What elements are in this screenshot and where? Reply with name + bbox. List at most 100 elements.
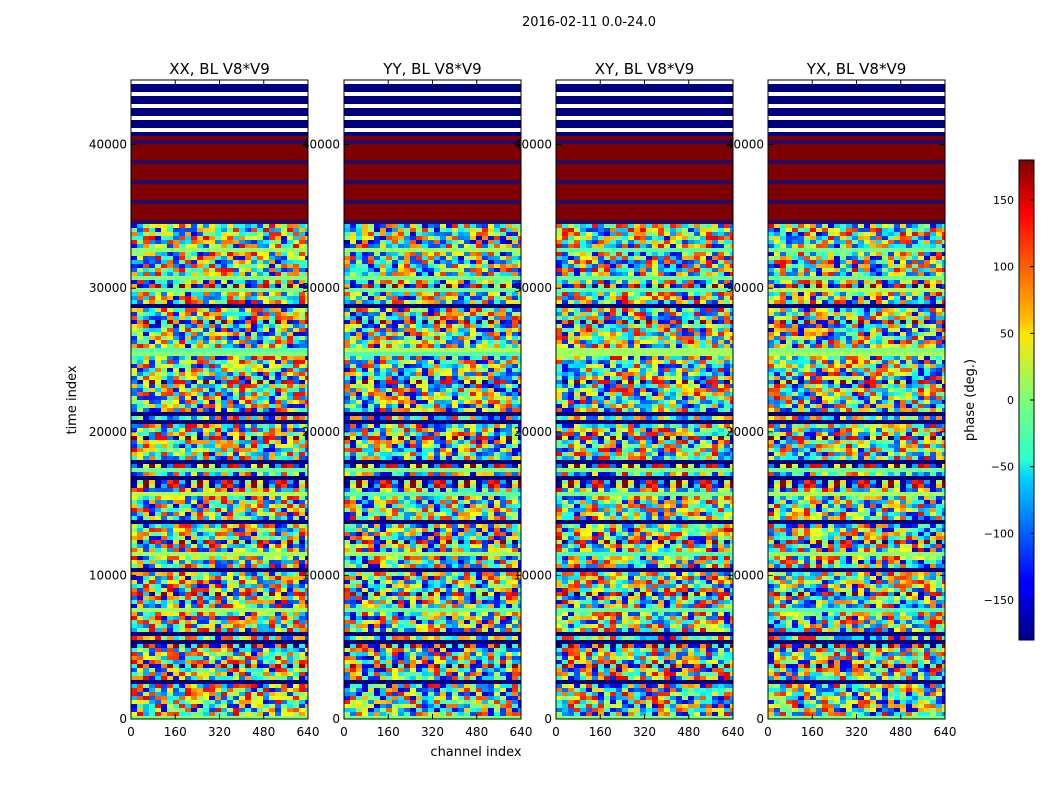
heatmap-cell: [221, 232, 227, 236]
heatmap-cell: [299, 472, 305, 476]
heatmap-cell: [464, 472, 470, 476]
heatmap-cell: [209, 452, 215, 456]
heatmap-cell: [173, 244, 179, 248]
heatmap-cell: [167, 296, 173, 300]
heatmap-cell: [167, 320, 173, 324]
heatmap-cell: [149, 672, 155, 676]
heatmap-cell: [269, 664, 275, 668]
heatmap-cell: [500, 408, 506, 412]
heatmap-cell: [281, 604, 287, 608]
heatmap-cell: [257, 456, 263, 460]
heatmap-cell: [293, 588, 299, 592]
heatmap-cell: [500, 384, 506, 388]
heatmap-cell: [215, 444, 221, 448]
heatmap-cell: [131, 628, 137, 632]
heatmap-cell: [131, 284, 137, 288]
heatmap-cell: [251, 544, 257, 548]
heatmap-cell: [281, 436, 287, 440]
heatmap-cell: [287, 448, 293, 452]
heatmap-row-flat: [344, 248, 521, 252]
heatmap-cell: [305, 496, 308, 500]
heatmap-cell: [392, 400, 398, 404]
heatmap-cell: [356, 232, 362, 236]
heatmap-cell: [233, 260, 239, 264]
heatmap-cell: [410, 432, 416, 436]
heatmap-cell: [518, 404, 521, 408]
heatmap-cell: [404, 324, 410, 328]
heatmap-cell: [215, 484, 221, 488]
heatmap-cell: [518, 396, 521, 400]
heatmap-cell: [251, 604, 257, 608]
heatmap-cell: [161, 356, 167, 360]
heatmap-cell: [263, 524, 269, 528]
heatmap-cell: [434, 340, 440, 344]
heatmap-cell: [404, 360, 410, 364]
heatmap-cell: [305, 364, 308, 368]
heatmap-cell: [167, 380, 173, 384]
heatmap-cell: [167, 504, 173, 508]
heatmap-cell: [161, 692, 167, 696]
heatmap-cell: [362, 280, 368, 284]
heatmap-cell: [239, 712, 245, 716]
heatmap-cell: [269, 364, 275, 368]
heatmap-cell: [404, 376, 410, 380]
heatmap-cell: [173, 252, 179, 256]
heatmap-cell: [149, 280, 155, 284]
heatmap-cell: [293, 408, 299, 412]
heatmap-cell: [368, 356, 374, 360]
heatmap-cell: [458, 448, 464, 452]
heatmap-cell: [275, 392, 281, 396]
heatmap-cell: [392, 416, 398, 420]
heatmap-cell: [203, 312, 209, 316]
heatmap-cell: [482, 464, 488, 468]
heatmap-cell: [506, 484, 512, 488]
heatmap-cell: [233, 572, 239, 576]
heatmap-cell: [143, 252, 149, 256]
heatmap-cell: [299, 480, 305, 484]
heatmap-cell: [143, 688, 149, 692]
heatmap-cell: [263, 548, 269, 552]
heatmap-cell: [458, 440, 464, 444]
heatmap-cell: [386, 428, 392, 432]
heatmap-cell: [404, 496, 410, 500]
heatmap-cell: [197, 532, 203, 536]
heatmap-cell: [269, 560, 275, 564]
heatmap-cell: [161, 340, 167, 344]
heatmap-cell: [173, 592, 179, 596]
heatmap-cell: [185, 516, 191, 520]
heatmap-cell: [506, 244, 512, 248]
heatmap-cell: [191, 456, 197, 460]
heatmap-cell: [482, 424, 488, 428]
heatmap-cell: [440, 272, 446, 276]
heatmap-cell: [299, 616, 305, 620]
heatmap-cell: [131, 700, 137, 704]
heatmap-cell: [233, 272, 239, 276]
heatmap-cell: [263, 544, 269, 548]
heatmap-cell: [299, 316, 305, 320]
heatmap-cell: [356, 456, 362, 460]
heatmap-cell: [422, 224, 428, 228]
heatmap-row-flat: [131, 552, 308, 556]
heatmap-cell: [143, 280, 149, 284]
heatmap-cell: [233, 652, 239, 656]
heatmap-cell: [209, 408, 215, 412]
heatmap-cell: [404, 424, 410, 428]
heatmap-cell: [374, 496, 380, 500]
heatmap-cell: [137, 388, 143, 392]
heatmap-cell: [476, 372, 482, 376]
heatmap-cell: [245, 624, 251, 628]
heatmap-cell: [434, 232, 440, 236]
heatmap-cell: [239, 656, 245, 660]
heatmap-cell: [434, 416, 440, 420]
heatmap-cell: [386, 416, 392, 420]
heatmap-cell: [380, 396, 386, 400]
heatmap-cell: [185, 404, 191, 408]
heatmap-cell: [410, 328, 416, 332]
heatmap-cell: [476, 284, 482, 288]
heatmap-cell: [293, 376, 299, 380]
heatmap-cell: [440, 296, 446, 300]
heatmap-cell: [263, 488, 269, 492]
heatmap-cell: [374, 428, 380, 432]
heatmap-cell: [179, 572, 185, 576]
heatmap-cell: [275, 292, 281, 296]
